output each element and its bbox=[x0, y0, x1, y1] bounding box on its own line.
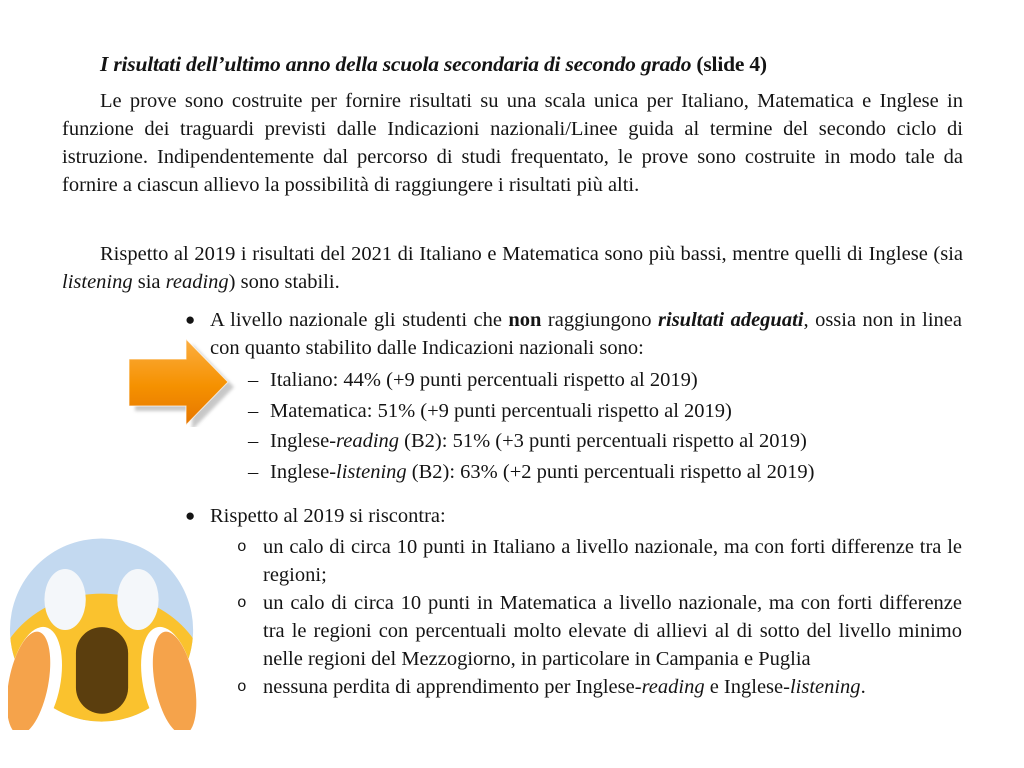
circle-marker: o bbox=[237, 594, 247, 612]
dash-marker: – bbox=[248, 460, 259, 483]
list-item-text: Inglese-reading (B2): 51% (+3 punti perc… bbox=[270, 430, 807, 452]
list-item-calo-matematica: o un calo di circa 10 punti in Matematic… bbox=[237, 589, 962, 673]
dash-marker: – bbox=[248, 369, 259, 391]
list-item-italiano: – Italiano: 44% (+9 punti percentuali ri… bbox=[248, 365, 962, 396]
list-item-text: un calo di circa 10 punti in Matematica … bbox=[263, 592, 962, 670]
list-item-inglese-reading: – Inglese-reading (B2): 51% (+3 punti pe… bbox=[248, 426, 962, 457]
orange-right-arrow-icon bbox=[129, 337, 237, 427]
paragraph-comparison: Rispetto al 2019 i risultati del 2021 di… bbox=[62, 243, 963, 293]
list-item-text: nessuna perdita di apprendimento per Ing… bbox=[263, 676, 866, 698]
list-item-nessuna-perdita: o nessuna perdita di apprendimento per I… bbox=[237, 673, 962, 701]
list-item-inglese-listening: – Inglese-listening (B2): 63% (+2 punti … bbox=[248, 457, 962, 488]
circle-marker: o bbox=[237, 538, 247, 556]
bullet-marker: ● bbox=[185, 310, 196, 329]
emoji-right-eye bbox=[117, 568, 159, 631]
dash-marker: – bbox=[248, 430, 259, 452]
emoji-right-hand bbox=[152, 631, 197, 730]
dash-list-subjects: – Italiano: 44% (+9 punti percentuali ri… bbox=[248, 365, 962, 487]
face-screaming-in-fear-emoji bbox=[8, 533, 200, 730]
emoji-left-hand bbox=[8, 631, 51, 730]
list-item-calo-italiano: o un calo di circa 10 punti in Italiano … bbox=[237, 533, 962, 589]
emoji-left-eye bbox=[44, 568, 86, 631]
bullet-text: A livello nazionale gli studenti che non… bbox=[210, 309, 963, 359]
bullet-item-national-results: ● A livello nazionale gli studenti che n… bbox=[185, 306, 962, 362]
arrow-body bbox=[129, 337, 229, 427]
bullet-marker: ● bbox=[185, 506, 196, 525]
circle-marker: o bbox=[237, 678, 247, 696]
bullet-text: Rispetto al 2019 si riscontra: bbox=[210, 505, 446, 527]
emoji-mouth bbox=[75, 627, 129, 714]
page-title-slide-ref: (slide 4) bbox=[696, 52, 767, 76]
list-item-text: Italiano: 44% (+9 punti percentuali risp… bbox=[270, 369, 698, 391]
list-item-text: un calo di circa 10 punti in Italiano a … bbox=[263, 536, 962, 586]
paragraph-intro: Le prove sono costruite per fornire risu… bbox=[62, 90, 963, 196]
bullet-item-2019-comparison: ● Rispetto al 2019 si riscontra: bbox=[185, 502, 962, 530]
list-item-text: Matematica: 51% (+9 punti percentuali ri… bbox=[270, 399, 732, 422]
page-title-italic: I risultati dell’ultimo anno della scuol… bbox=[100, 52, 697, 76]
list-item-text: Inglese-listening (B2): 63% (+2 punti pe… bbox=[270, 460, 815, 483]
dash-marker: – bbox=[248, 399, 259, 422]
circle-list-findings: o un calo di circa 10 punti in Italiano … bbox=[237, 533, 962, 701]
page-title: I risultati dell’ultimo anno della scuol… bbox=[100, 52, 767, 77]
list-item-matematica: – Matematica: 51% (+9 punti percentuali … bbox=[248, 396, 962, 427]
